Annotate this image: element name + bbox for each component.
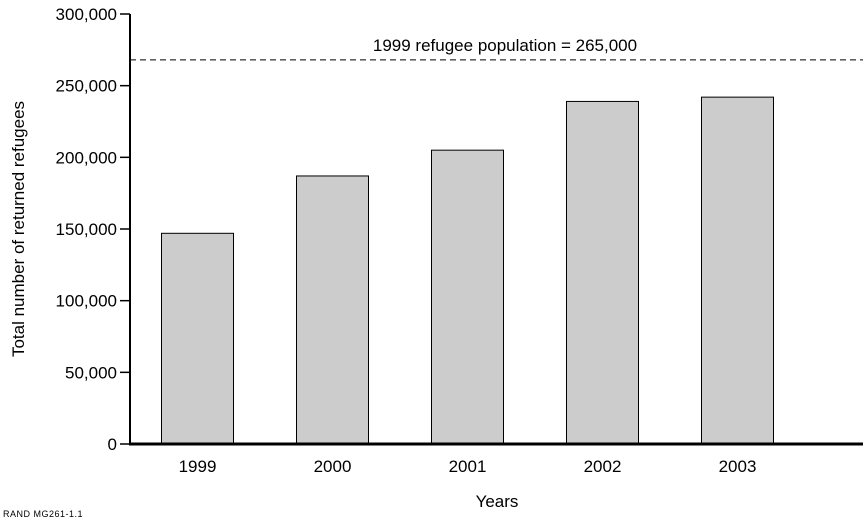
x-tick-label: 1999 [179, 457, 217, 476]
y-tick-label: 150,000 [56, 220, 117, 239]
y-axis-ticks: 0 50,000 100,000 150,000 200,000 250,000 300,0… [56, 5, 130, 454]
figure-id-footnote: RAND MG261-1.1 [3, 509, 84, 519]
x-tick-label: 2000 [314, 457, 352, 476]
bar-2002 [566, 100, 639, 445]
x-tick-label: 2003 [719, 457, 757, 476]
y-tick-label: 0 [108, 435, 117, 454]
reference-line-label: 1999 refugee population = 265,000 [373, 36, 637, 55]
y-tick-label: 250,000 [56, 77, 117, 96]
bar-2000 [296, 175, 369, 445]
bar-2003 [701, 96, 774, 445]
y-tick-label: 200,000 [56, 148, 117, 167]
bars-group [161, 96, 774, 445]
y-tick-label: 300,000 [56, 5, 117, 24]
y-tick-label: 50,000 [65, 363, 117, 382]
x-tick-label: 2002 [584, 457, 622, 476]
x-axis-tick-labels: 1999 2000 2001 2002 2003 [179, 457, 757, 476]
y-axis-title: Total number of returned refugees [9, 101, 28, 357]
bar-1999 [161, 232, 234, 445]
x-axis-title: Years [476, 492, 519, 511]
bar-2001 [431, 149, 504, 445]
x-tick-label: 2001 [449, 457, 487, 476]
y-tick-label: 100,000 [56, 292, 117, 311]
